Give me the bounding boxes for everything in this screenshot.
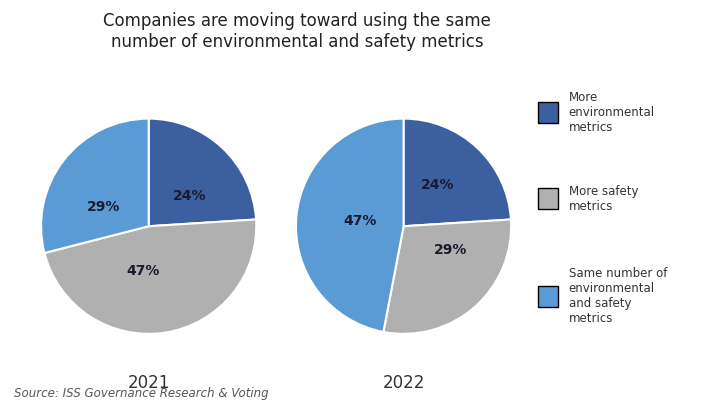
Text: 2022: 2022 (382, 374, 425, 392)
Wedge shape (384, 219, 511, 334)
Text: Companies are moving toward using the same
number of environmental and safety me: Companies are moving toward using the sa… (103, 12, 491, 51)
FancyBboxPatch shape (538, 188, 559, 209)
Wedge shape (41, 119, 149, 253)
Wedge shape (296, 119, 404, 332)
Text: 2021: 2021 (127, 374, 170, 392)
Wedge shape (149, 119, 256, 226)
Text: 24%: 24% (173, 189, 206, 203)
Text: 47%: 47% (127, 265, 160, 278)
Text: More
environmental
metrics: More environmental metrics (569, 91, 655, 134)
Text: Source: ISS Governance Research & Voting: Source: ISS Governance Research & Voting (14, 387, 269, 400)
Text: 29%: 29% (434, 243, 467, 257)
Text: 24%: 24% (421, 178, 455, 192)
Wedge shape (404, 119, 511, 226)
Text: More safety
metrics: More safety metrics (569, 185, 638, 213)
Wedge shape (45, 219, 256, 334)
FancyBboxPatch shape (538, 286, 559, 307)
Text: Same number of
environmental
and safety
metrics: Same number of environmental and safety … (569, 267, 667, 325)
FancyBboxPatch shape (538, 102, 559, 123)
Text: 29%: 29% (87, 200, 120, 214)
Text: 47%: 47% (344, 214, 377, 228)
